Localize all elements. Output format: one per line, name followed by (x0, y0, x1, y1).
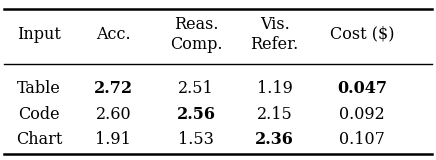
Text: Vis.
Refer.: Vis. Refer. (251, 16, 299, 53)
Text: Acc.: Acc. (96, 26, 131, 43)
Text: 2.51: 2.51 (178, 80, 214, 97)
Text: 1.53: 1.53 (178, 132, 214, 148)
Text: 0.092: 0.092 (339, 106, 385, 123)
Text: 0.107: 0.107 (339, 132, 385, 148)
Text: 2.56: 2.56 (177, 106, 216, 123)
Text: Chart: Chart (16, 132, 62, 148)
Text: Cost ($): Cost ($) (330, 26, 394, 43)
Text: 2.36: 2.36 (255, 132, 294, 148)
Text: 2.72: 2.72 (94, 80, 133, 97)
Text: 1.91: 1.91 (95, 132, 131, 148)
Text: Input: Input (17, 26, 61, 43)
Text: 2.60: 2.60 (95, 106, 131, 123)
Text: 1.19: 1.19 (257, 80, 293, 97)
Text: Code: Code (18, 106, 60, 123)
Text: 2.15: 2.15 (257, 106, 293, 123)
Text: Reas.
Comp.: Reas. Comp. (170, 16, 222, 53)
Text: Table: Table (17, 80, 61, 97)
Text: 0.047: 0.047 (337, 80, 387, 97)
